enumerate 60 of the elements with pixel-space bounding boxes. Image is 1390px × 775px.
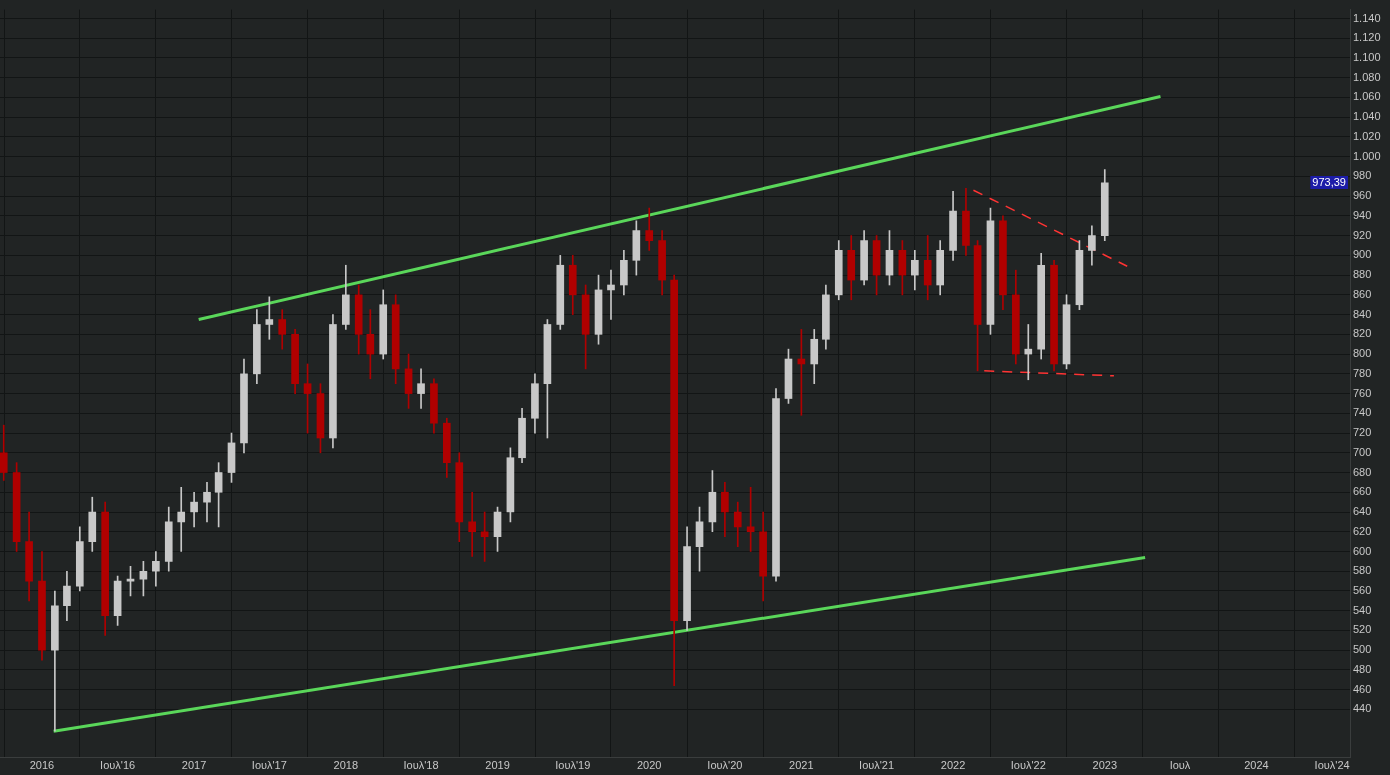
x-tick-label: 2023 xyxy=(1092,759,1118,772)
y-tick-label: 460 xyxy=(1353,682,1372,695)
x-tick-label: Ιουλ xyxy=(1169,759,1191,772)
y-tick-label: 1.140 xyxy=(1353,11,1381,24)
x-tick-label: 2020 xyxy=(636,759,662,772)
y-tick-label: 740 xyxy=(1353,406,1372,419)
y-tick-label: 480 xyxy=(1353,662,1372,675)
y-tick-label: 800 xyxy=(1353,347,1372,360)
candlestick xyxy=(607,269,615,320)
y-tick-label: 940 xyxy=(1353,208,1372,221)
y-tick-label: 1.040 xyxy=(1353,110,1381,123)
y-tick-label: 880 xyxy=(1353,268,1372,281)
x-tick-label: 2024 xyxy=(1244,759,1269,772)
y-tick-label: 660 xyxy=(1353,485,1372,498)
y-tick-label: 640 xyxy=(1353,505,1372,518)
x-tick-label: 2019 xyxy=(485,759,510,772)
x-tick-label: Ιουλ'19 xyxy=(555,759,591,772)
x-tick-label: Ιουλ'24 xyxy=(1314,759,1350,772)
candlestick xyxy=(177,487,186,552)
y-tick-label: 760 xyxy=(1353,386,1372,399)
annotation: 973,39 xyxy=(1312,175,1346,188)
y-tick-label: 860 xyxy=(1353,287,1372,300)
y-tick-label: 540 xyxy=(1353,603,1372,616)
y-tick-label: 700 xyxy=(1353,445,1372,458)
x-tick-label: 2018 xyxy=(333,759,359,772)
y-tick-label: 720 xyxy=(1353,426,1372,439)
x-tick-label: Ιουλ'18 xyxy=(403,759,439,772)
candlestick xyxy=(1024,324,1033,381)
y-tick-label: 560 xyxy=(1353,584,1372,597)
y-tick-label: 520 xyxy=(1353,623,1372,636)
y-tick-label: 900 xyxy=(1353,248,1372,261)
y-tick-label: 680 xyxy=(1353,465,1372,478)
y-tick-label: 600 xyxy=(1353,544,1372,557)
y-tick-label: 980 xyxy=(1353,169,1372,182)
y-tick-label: 1.020 xyxy=(1353,129,1381,142)
y-tick-label: 1.100 xyxy=(1353,51,1381,63)
y-tick-label: 960 xyxy=(1353,189,1372,202)
x-tick-label: 2021 xyxy=(789,759,814,772)
x-tick-label: Ιουλ'21 xyxy=(859,759,895,772)
y-tick-label: 780 xyxy=(1353,366,1372,379)
y-tick-label: 1.080 xyxy=(1353,70,1381,83)
y-tick-label: 1.060 xyxy=(1353,90,1381,103)
x-tick-label: Ιουλ'16 xyxy=(100,759,136,772)
x-tick-label: Ιουλ'17 xyxy=(251,759,287,772)
x-tick-label: 2017 xyxy=(181,759,207,772)
x-tick-label: Ιουλ'20 xyxy=(707,759,743,772)
y-tick-label: 1.000 xyxy=(1353,149,1381,162)
candlestick xyxy=(468,491,476,557)
x-tick-label: Ιουλ'22 xyxy=(1010,759,1046,772)
y-tick-label: 500 xyxy=(1353,643,1372,656)
y-tick-label: 440 xyxy=(1353,702,1372,715)
candlestick xyxy=(203,482,211,523)
y-tick-label: 820 xyxy=(1353,327,1372,340)
x-tick-label: 2016 xyxy=(29,759,55,772)
y-tick-label: 920 xyxy=(1353,228,1372,241)
y-tick-label: 620 xyxy=(1353,524,1372,537)
y-tick-label: 1.120 xyxy=(1353,31,1381,44)
y-tick-label: 840 xyxy=(1353,307,1372,320)
y-tick-label: 580 xyxy=(1353,564,1372,577)
x-tick-label: 2022 xyxy=(940,759,966,772)
